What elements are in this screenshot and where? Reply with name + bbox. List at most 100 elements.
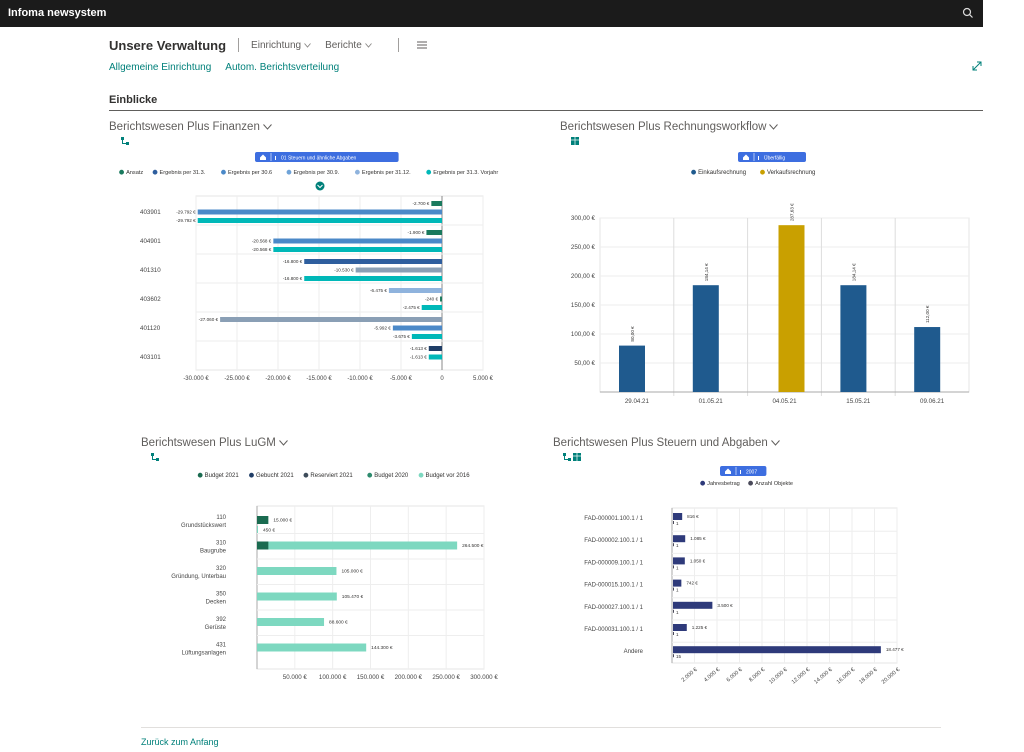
menu-label: Berichte <box>325 39 362 51</box>
data-label: -1.613 € <box>410 355 427 360</box>
data-bar <box>619 345 645 392</box>
y-category-label: FAD-000009.100.1 / 1 <box>584 560 643 566</box>
y-category-label: 401310 <box>140 267 161 274</box>
data-label: 287,63 € <box>790 203 795 221</box>
legend-item: Budget vor 2016 <box>426 473 471 479</box>
data-bar <box>428 354 442 360</box>
legend-item: Ergebnis per 30.6 <box>228 170 272 176</box>
data-label: -5.992 € <box>374 326 391 331</box>
legend-item: Ergebnis per 30.9. <box>293 170 339 176</box>
data-bar <box>431 201 442 206</box>
data-bar <box>197 218 442 223</box>
menu-berichte[interactable]: Berichte <box>325 40 372 51</box>
y-category-label: Andere <box>624 649 644 655</box>
legend-marker <box>197 472 203 478</box>
data-bar <box>257 618 325 626</box>
y-tick-label: 200,00 € <box>571 273 596 280</box>
x-tick-label: 200.000 € <box>395 674 423 681</box>
data-label: -29.792 € <box>176 210 196 215</box>
chevron-down-icon <box>770 440 780 446</box>
chevron-down-icon <box>304 42 311 48</box>
legend-marker <box>700 480 706 486</box>
legend-marker <box>691 169 696 175</box>
data-bar <box>273 247 442 252</box>
x-tick-label: 09.06.21 <box>920 398 945 405</box>
data-label: -16.800 € <box>283 259 303 264</box>
data-bar <box>673 535 686 543</box>
chart-title-steuern[interactable]: Berichtswesen Plus Steuern und Abgaben <box>553 437 780 449</box>
link-allgemeine-einrichtung[interactable]: Allgemeine Einrichtung <box>109 62 212 73</box>
data-bar <box>673 557 685 565</box>
chart-title-text: Berichtswesen Plus Rechnungsworkflow <box>560 121 767 133</box>
back-to-top-link[interactable]: Zurück zum Anfang <box>141 737 219 747</box>
x-tick-label: 12.000 € <box>791 666 812 685</box>
count-label: 1 <box>676 632 679 637</box>
bar-chart-icon <box>275 156 276 160</box>
hierarchy-icon[interactable] <box>121 137 129 145</box>
count-bar <box>673 565 674 569</box>
y-tick-label: 50,00 € <box>574 360 595 367</box>
data-label: -2.475 € <box>403 305 420 310</box>
x-tick-label: 29.04.21 <box>625 398 650 405</box>
x-tick-label: 01.05.21 <box>699 398 724 405</box>
data-label: 816 € <box>687 514 699 519</box>
data-bar <box>257 643 367 652</box>
hamburger-menu-icon[interactable] <box>416 41 427 49</box>
legend-marker <box>152 169 158 175</box>
x-tick-label: -25.000 € <box>224 376 250 382</box>
legend-marker <box>748 480 753 486</box>
data-bar <box>257 592 337 601</box>
y-category-label: 403901 <box>140 209 161 216</box>
data-label: 1.225 € <box>692 625 708 630</box>
x-tick-label: -5.000 € <box>390 376 413 382</box>
data-label: -1.613 € <box>410 346 427 351</box>
company-name[interactable]: Unsere Verwaltung <box>109 37 227 53</box>
data-bar <box>355 267 442 273</box>
hierarchy-icon[interactable] <box>563 453 571 461</box>
search-icon[interactable] <box>961 6 975 20</box>
count-label: 1 <box>676 610 679 615</box>
chart-title-lugm[interactable]: Berichtswesen Plus LuGM <box>141 437 288 449</box>
data-label: -1.900 € <box>408 230 425 235</box>
legend-marker <box>249 472 254 478</box>
chart-title-text: Berichtswesen Plus Steuern und Abgaben <box>553 437 768 449</box>
data-bar-segment <box>257 541 269 550</box>
chart-title-finanzen[interactable]: Berichtswesen Plus Finanzen <box>109 121 272 133</box>
chart-title-rechnungsworkflow[interactable]: Berichtswesen Plus Rechnungsworkflow <box>560 121 779 133</box>
x-tick-label: 150.000 € <box>357 674 385 681</box>
section-title: Einblicke <box>109 94 158 106</box>
table-icon[interactable] <box>571 137 579 145</box>
data-bar <box>257 541 458 550</box>
menu-einrichtung[interactable]: Einrichtung <box>251 40 311 51</box>
expand-icon[interactable] <box>972 61 982 71</box>
app-title: Infoma newsystem <box>8 7 107 19</box>
link-autom-berichtsverteilung[interactable]: Autom. Berichtsverteilung <box>225 62 340 73</box>
data-bar <box>914 327 941 392</box>
x-tick-label: 100.000 € <box>319 674 347 681</box>
hierarchy-icon[interactable] <box>151 453 159 461</box>
home-icon <box>743 154 749 160</box>
data-label: 264.500 € <box>462 543 484 549</box>
y-category-label: Lüftungsanlagen <box>182 651 226 657</box>
count-label: 1 <box>676 521 679 526</box>
nav-separator <box>397 38 399 52</box>
breadcrumb-text: 2007 <box>746 469 757 475</box>
y-category-label: Grundstückswert <box>181 523 226 529</box>
table-icon[interactable] <box>573 453 581 461</box>
right-strip <box>983 0 1024 752</box>
data-bar <box>304 276 442 281</box>
data-bar <box>411 334 442 339</box>
data-bar <box>392 325 442 331</box>
data-bar <box>388 288 442 293</box>
data-bar <box>257 567 337 575</box>
data-bar <box>692 285 719 392</box>
chart-steuern: 2007 Jahresbetrag Anzahl Objekte 2.000 €4.0… <box>584 466 904 686</box>
x-tick-label: 4.000 € <box>703 666 722 683</box>
data-bar <box>257 516 269 524</box>
data-bar <box>673 601 713 609</box>
y-category-label: Gründung, Unterbau <box>171 574 226 580</box>
x-tick-label: 18.000 € <box>858 666 879 685</box>
count-label: 1 <box>676 565 679 570</box>
breadcrumb-pill <box>738 152 806 162</box>
data-bar <box>673 646 881 654</box>
